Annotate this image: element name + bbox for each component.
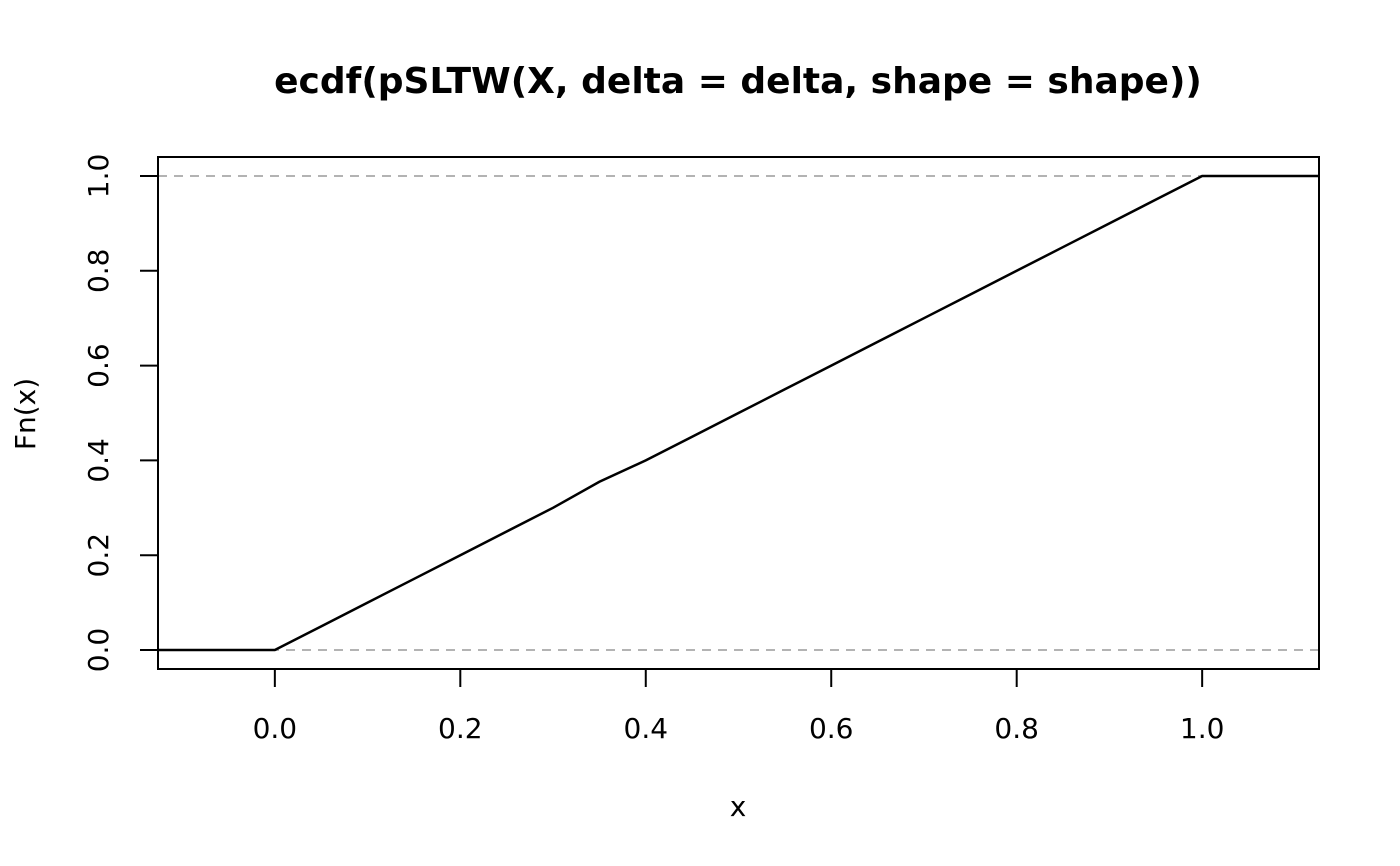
ecdf-point-5 — [459, 554, 462, 557]
x-tick-label-0: 0.0 — [253, 712, 298, 745]
ecdf-point-3 — [366, 601, 369, 604]
ecdf-point-16 — [969, 293, 972, 296]
x-tick-label-4: 0.8 — [994, 712, 1039, 745]
ecdf-point-7 — [552, 507, 554, 509]
ecdf-point-11 — [737, 412, 740, 414]
y-tick-label-5: 1.0 — [82, 154, 115, 199]
chart-title: ecdf(pSLTW(X, delta = delta, shape = sha… — [274, 61, 1202, 102]
ecdf-point-8 — [598, 480, 601, 483]
y-tick-label-2: 0.4 — [82, 438, 115, 483]
ecdf-point-20 — [1154, 198, 1157, 201]
plot-area: 0.0 0.2 0.4 0.6 0.8 1.0 0.0 0.2 0.4 0.6 0.8 1.0 — [82, 154, 1320, 745]
y-tick-label-1: 0.2 — [82, 533, 115, 578]
ecdf-point-12 — [784, 388, 786, 391]
ecdf-point-18 — [1062, 246, 1064, 248]
x-tick-label-3: 0.6 — [809, 712, 854, 745]
ecdf-point-6 — [505, 530, 508, 533]
ecdf-point-13 — [830, 364, 833, 367]
ecdf-point-1 — [274, 649, 276, 651]
ecdf-point-19 — [1108, 222, 1111, 225]
ecdf-point-2 — [320, 625, 323, 628]
ecdf-point-17 — [1015, 269, 1018, 272]
x-axis-label: x — [730, 790, 747, 823]
ecdf-point-9 — [644, 459, 647, 462]
y-axis-label: Fn(x) — [9, 378, 42, 450]
ecdf-point-14 — [876, 341, 879, 343]
ecdf-point-4 — [413, 578, 415, 580]
ecdf-point-10 — [691, 435, 693, 438]
ecdf-point-15 — [923, 317, 925, 319]
y-tick-label-0: 0.0 — [82, 628, 115, 673]
x-tick-label-5: 1.0 — [1180, 712, 1225, 745]
ecdf-point-21 — [1201, 175, 1203, 177]
x-tick-label-1: 0.2 — [438, 712, 483, 745]
y-tick-label-4: 0.8 — [82, 249, 115, 294]
y-tick-label-3: 0.6 — [82, 343, 115, 388]
x-tick-label-2: 0.4 — [624, 712, 669, 745]
